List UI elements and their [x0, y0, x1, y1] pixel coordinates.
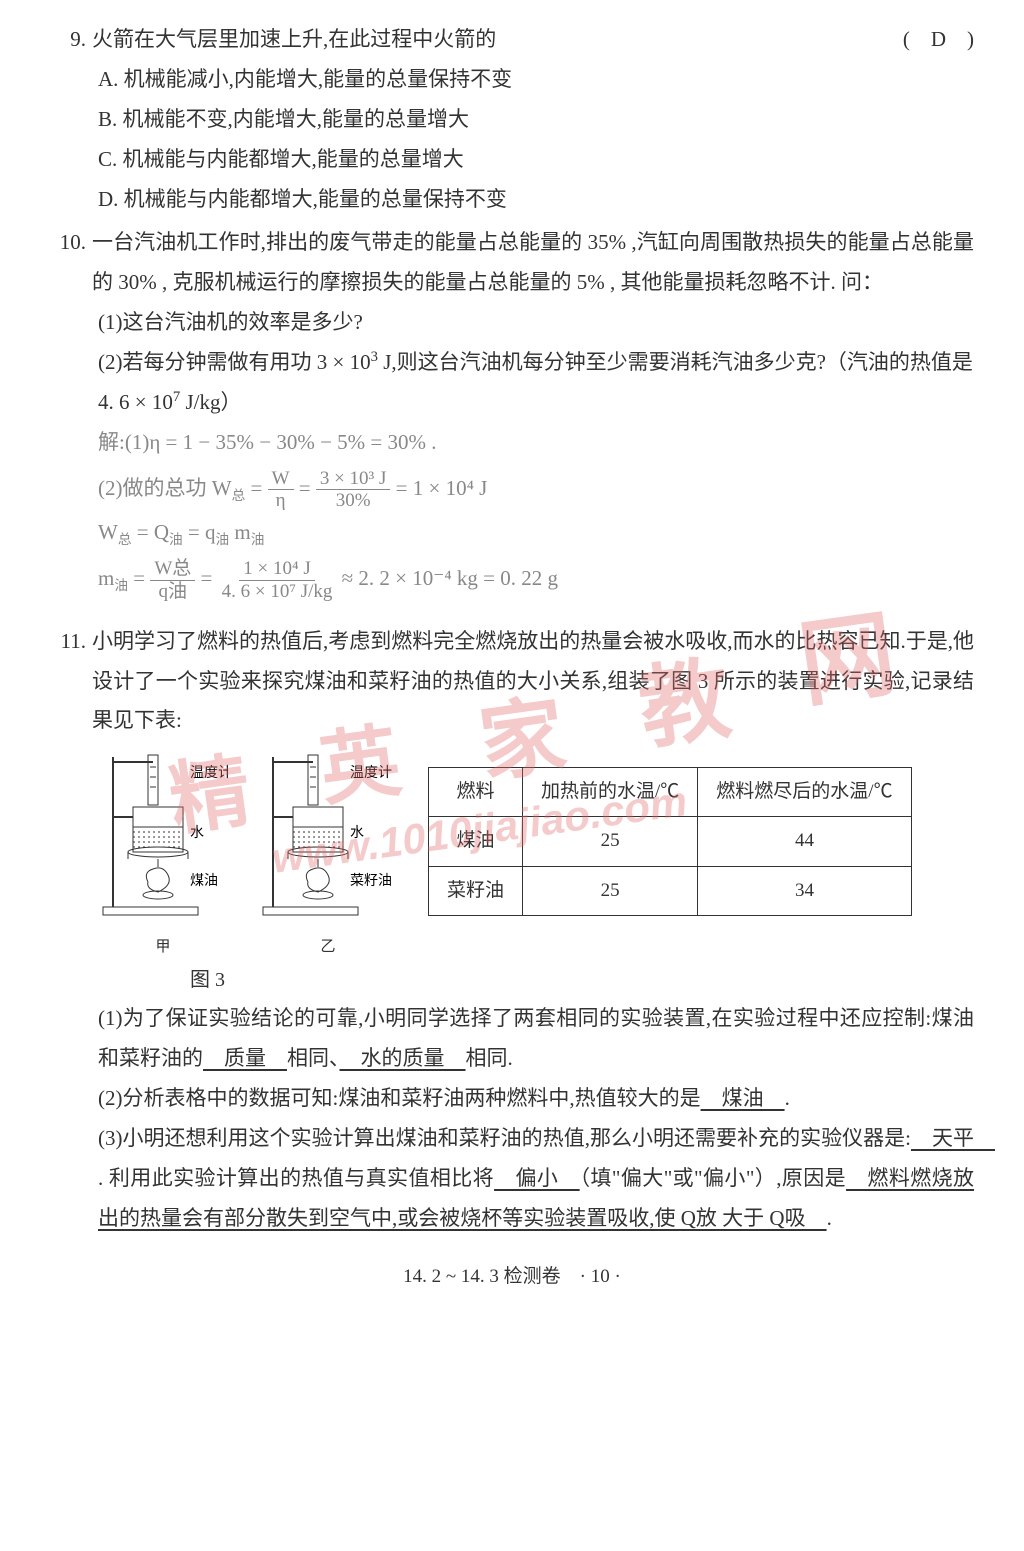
apparatus-yi: 温度计 水 菜籽油 乙 — [258, 747, 398, 961]
q10-sol2a: (2)做的总功 W — [98, 476, 232, 500]
q10-stem: 一台汽油机工作时,排出的废气带走的能量占总能量的 35% ,汽缸向周围散热损失的… — [92, 223, 974, 303]
svg-text:温度计: 温度计 — [350, 765, 392, 781]
p3blank2: 偏小 — [494, 1166, 580, 1190]
fn3: W总 — [150, 558, 195, 581]
svg-text:水: 水 — [350, 825, 364, 841]
q10-sol4: m油 = W总q油 = 1 × 10⁴ J4. 6 × 10⁷ J/kg ≈ 2… — [50, 553, 974, 603]
apparatus-jia: 温度计 水 煤油 甲 — [98, 747, 228, 961]
q10-p2exp1: 3 — [371, 349, 378, 365]
frac1: Wη — [268, 468, 294, 513]
fn1: W — [268, 468, 294, 491]
svg-text:水: 水 — [190, 825, 204, 841]
s4eq: = — [128, 566, 150, 590]
p2a: (2)分析表格中的数据可知:煤油和菜籽油两种燃料中,热值较大的是 — [98, 1086, 701, 1110]
q10-p2a: (2)若每分钟需做有用功 3 × 10 — [98, 350, 371, 374]
s4s1: 油 — [114, 579, 128, 594]
th3: 燃料燃尽后的水温/℃ — [698, 768, 911, 817]
s4a: m — [98, 566, 114, 590]
p2blank: 煤油 — [701, 1086, 785, 1110]
p1b: 相同、 — [287, 1046, 340, 1070]
q9-opt-c: C. 机械能与内能都增大,能量的总量增大 — [50, 140, 974, 180]
fn4: 1 × 10⁴ J — [239, 558, 314, 581]
label-yi: 乙 — [258, 933, 398, 962]
svg-text:菜籽油: 菜籽油 — [350, 873, 392, 889]
page-footer: 14. 2 ~ 14. 3 检测卷 · 10 · — [50, 1259, 974, 1295]
p3b: . 利用此实验计算出的热值与真实值相比将 — [98, 1166, 494, 1190]
s3c: = q — [183, 520, 216, 544]
fn2: 3 × 10³ J — [316, 468, 391, 491]
q9-opt-d: D. 机械能与内能都增大,能量的总量保持不变 — [50, 180, 974, 220]
th1: 燃料 — [429, 768, 523, 817]
fd4: 4. 6 × 10⁷ J/kg — [218, 581, 337, 603]
p1blank1: 质量 — [203, 1046, 287, 1070]
s3d: m — [229, 520, 251, 544]
q11-num: 11. — [50, 622, 92, 662]
q11-p3: (3)小明还想利用这个实验计算出煤油和菜籽油的热值,那么小明还需要补充的实验仪器… — [50, 1119, 974, 1239]
frac2: 3 × 10³ J30% — [316, 468, 391, 513]
p3blank1: 天平 — [911, 1126, 995, 1150]
q10: 10. 一台汽油机工作时,排出的废气带走的能量占总能量的 35% ,汽缸向周围散… — [50, 223, 974, 303]
q11-p1: (1)为了保证实验结论的可靠,小明同学选择了两套相同的实验装置,在实验过程中还应… — [50, 999, 974, 1079]
s3s1: 总 — [118, 532, 132, 547]
q9-opt-a: A. 机械能减小,内能增大,能量的总量保持不变 — [50, 60, 974, 100]
p3d: . — [827, 1206, 832, 1230]
q9-stem: 火箭在大气层里加速上升,在此过程中火箭的 — [92, 20, 903, 60]
q10-sol2s1: 总 — [232, 488, 246, 503]
r2c2: 25 — [523, 866, 698, 915]
p1c: 相同. — [466, 1046, 513, 1070]
q10-p2c: J/kg） — [180, 390, 241, 414]
q9: 9. 火箭在大气层里加速上升,在此过程中火箭的 ( D ) — [50, 20, 974, 60]
q10-sol2eq1: = — [245, 476, 267, 500]
fd1: η — [272, 490, 290, 512]
p3a: (3)小明还想利用这个实验计算出煤油和菜籽油的热值,那么小明还需要补充的实验仪器… — [98, 1126, 911, 1150]
q10-num: 10. — [50, 223, 92, 263]
r2c1: 菜籽油 — [429, 866, 523, 915]
s3s4: 油 — [251, 532, 265, 547]
q10-sol2tail: = 1 × 10⁴ J — [390, 476, 487, 500]
label-jia: 甲 — [98, 933, 228, 962]
s3a: W — [98, 520, 118, 544]
p2b: . — [785, 1086, 790, 1110]
q11-stem: 小明学习了燃料的热值后,考虑到燃料完全燃烧放出的热量会被水吸收,而水的比热容已知… — [92, 622, 974, 742]
q9-num: 9. — [50, 20, 92, 60]
q10-sol2eq2: = — [294, 476, 316, 500]
q10-sol3: W总 = Q油 = q油 m油 — [50, 513, 974, 553]
r1c1: 煤油 — [429, 817, 523, 866]
q11: 11. 小明学习了燃料的热值后,考虑到燃料完全燃烧放出的热量会被水吸收,而水的比… — [50, 622, 974, 742]
q11-p2: (2)分析表格中的数据可知:煤油和菜籽油两种燃料中,热值较大的是 煤油 . — [50, 1079, 974, 1119]
q10-sol2: (2)做的总功 W总 = Wη = 3 × 10³ J30% = 1 × 10⁴… — [50, 463, 974, 513]
figure-row: 温度计 水 煤油 甲 温度计 水 菜籽油 乙 燃料 — [50, 747, 974, 961]
svg-text:温度计: 温度计 — [190, 765, 228, 781]
fd2: 30% — [332, 490, 375, 512]
frac3: W总q油 — [150, 558, 195, 603]
s3s3: 油 — [216, 532, 230, 547]
s4tail: ≈ 2. 2 × 10⁻⁴ kg = 0. 22 g — [336, 566, 558, 590]
q10-part2: (2)若每分钟需做有用功 3 × 103 J,则这台汽油机每分钟至少需要消耗汽油… — [50, 343, 974, 423]
s4eq2: = — [195, 566, 217, 590]
q9-answer: ( D ) — [903, 20, 974, 60]
q9-opt-b: B. 机械能不变,内能增大,能量的总量增大 — [50, 100, 974, 140]
svg-text:煤油: 煤油 — [190, 873, 218, 889]
q10-sol1: 解:(1)η = 1 − 35% − 30% − 5% = 30% . — [50, 423, 974, 463]
s3s2: 油 — [169, 532, 183, 547]
data-table: 燃料 加热前的水温/℃ 燃料燃尽后的水温/℃ 煤油 25 44 菜籽油 25 3… — [428, 767, 912, 915]
figure-caption: 图 3 — [50, 961, 974, 999]
r1c2: 25 — [523, 817, 698, 866]
s3b: = Q — [131, 520, 169, 544]
p3c: （填"偏大"或"偏小"）,原因是 — [580, 1166, 846, 1190]
fd3: q油 — [155, 581, 192, 603]
p1blank2: 水的质量 — [340, 1046, 466, 1070]
r2c3: 34 — [698, 866, 911, 915]
r1c3: 44 — [698, 817, 911, 866]
frac4: 1 × 10⁴ J4. 6 × 10⁷ J/kg — [218, 558, 337, 603]
q10-part1: (1)这台汽油机的效率是多少? — [50, 303, 974, 343]
th2: 加热前的水温/℃ — [523, 768, 698, 817]
